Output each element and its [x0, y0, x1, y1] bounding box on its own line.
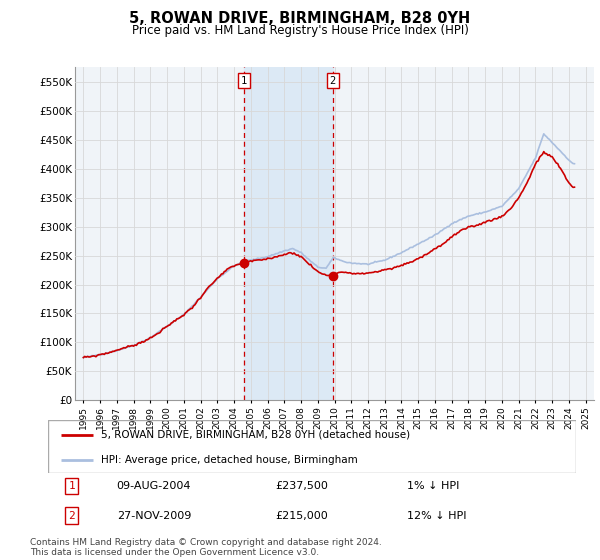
Text: 27-NOV-2009: 27-NOV-2009 — [116, 511, 191, 521]
Text: 09-AUG-2004: 09-AUG-2004 — [116, 481, 191, 491]
Text: 12% ↓ HPI: 12% ↓ HPI — [407, 511, 467, 521]
Text: 5, ROWAN DRIVE, BIRMINGHAM, B28 0YH: 5, ROWAN DRIVE, BIRMINGHAM, B28 0YH — [130, 11, 470, 26]
Text: HPI: Average price, detached house, Birmingham: HPI: Average price, detached house, Birm… — [101, 455, 358, 465]
Text: 1: 1 — [241, 76, 247, 86]
Text: 2: 2 — [330, 76, 336, 86]
Text: £215,000: £215,000 — [275, 511, 328, 521]
Text: Contains HM Land Registry data © Crown copyright and database right 2024.
This d: Contains HM Land Registry data © Crown c… — [30, 538, 382, 557]
Text: Price paid vs. HM Land Registry's House Price Index (HPI): Price paid vs. HM Land Registry's House … — [131, 24, 469, 36]
Text: £237,500: £237,500 — [275, 481, 328, 491]
Text: 2: 2 — [68, 511, 75, 521]
Bar — [244, 67, 333, 400]
Text: 1: 1 — [68, 481, 75, 491]
Text: 1% ↓ HPI: 1% ↓ HPI — [407, 481, 460, 491]
Text: 5, ROWAN DRIVE, BIRMINGHAM, B28 0YH (detached house): 5, ROWAN DRIVE, BIRMINGHAM, B28 0YH (det… — [101, 430, 410, 440]
